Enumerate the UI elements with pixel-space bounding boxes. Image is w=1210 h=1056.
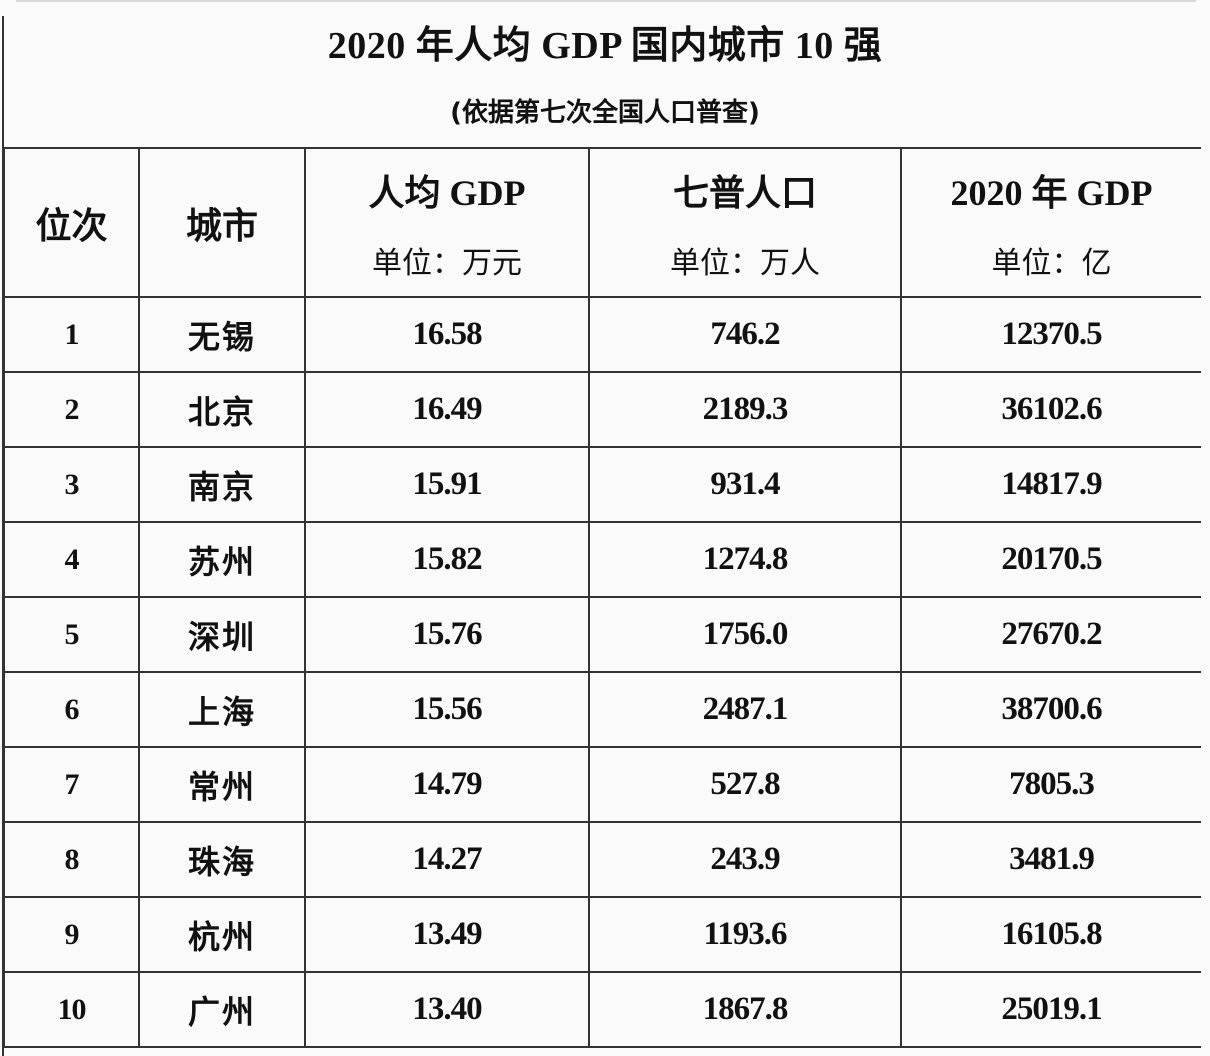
- cell-city: 珠海: [138, 821, 305, 897]
- cell-gdp-total: 38700.6: [900, 671, 1201, 747]
- table-row: 3 南京 15.91 931.4 14817.9: [3, 446, 1201, 522]
- cell-rank: 8: [3, 821, 139, 897]
- cell-rank: 9: [3, 896, 139, 972]
- cell-city: 南京: [138, 446, 305, 522]
- cell-population: 1867.8: [588, 971, 901, 1048]
- cell-population: 1274.8: [588, 521, 901, 597]
- cell-city: 上海: [138, 671, 305, 747]
- cell-rank: 3: [3, 446, 139, 522]
- cell-rank: 6: [3, 671, 139, 747]
- cell-population: 1756.0: [588, 596, 901, 672]
- header-rank-label: 位次: [35, 205, 108, 247]
- cell-gdp-total: 27670.2: [900, 596, 1201, 672]
- header-city-label: 城市: [185, 205, 258, 247]
- cell-city: 无锡: [138, 296, 305, 372]
- cell-gdp-per-capita: 15.82: [304, 521, 589, 597]
- top-edge-line: [16, 0, 1196, 2]
- cell-rank: 4: [3, 521, 139, 597]
- cell-city: 广州: [138, 971, 305, 1048]
- cell-gdp-total: 12370.5: [900, 296, 1201, 372]
- header-gdp-total-unit: 单位：亿: [991, 245, 1112, 281]
- cell-city: 深圳: [138, 596, 305, 672]
- cell-city: 常州: [138, 746, 305, 822]
- table-row: 8 珠海 14.27 243.9 3481.9: [3, 821, 1201, 897]
- cell-population: 527.8: [588, 746, 901, 822]
- cell-gdp-per-capita: 16.58: [304, 296, 589, 372]
- cell-gdp-total: 16105.8: [900, 896, 1201, 972]
- cell-gdp-total: 14817.9: [900, 446, 1201, 522]
- cell-gdp-per-capita: 14.27: [304, 821, 589, 897]
- table-row: 2 北京 16.49 2189.3 36102.6: [3, 371, 1201, 447]
- cell-population: 2487.1: [588, 671, 901, 747]
- table-row: 10 广州 13.40 1867.8 25019.1: [3, 971, 1201, 1048]
- header-gdp-per-capita-label: 人均 GDP: [368, 172, 526, 213]
- cell-gdp-per-capita: 14.79: [304, 746, 589, 822]
- cell-city: 北京: [138, 371, 305, 447]
- cell-city: 苏州: [138, 521, 305, 597]
- cell-population: 746.2: [588, 296, 901, 372]
- header-gdp-per-capita: 人均 GDP 单位：万元: [304, 147, 589, 297]
- cell-rank: 2: [3, 371, 139, 447]
- cell-gdp-per-capita: 16.49: [304, 371, 589, 447]
- cell-population: 1193.6: [588, 896, 901, 972]
- table-row: 1 无锡 16.58 746.2 12370.5: [3, 296, 1201, 372]
- table-row: 6 上海 15.56 2487.1 38700.6: [3, 671, 1201, 747]
- table-row: 5 深圳 15.76 1756.0 27670.2: [3, 596, 1201, 672]
- header-population: 七普人口 单位：万人: [588, 147, 901, 297]
- cell-population: 243.9: [588, 821, 901, 897]
- cell-gdp-total: 20170.5: [900, 521, 1201, 597]
- header-gdp-total-label: 2020 年 GDP: [950, 172, 1153, 213]
- header-rank: 位次: [3, 147, 139, 297]
- cell-gdp-per-capita: 15.91: [304, 446, 589, 522]
- cell-gdp-total: 7805.3: [900, 746, 1201, 822]
- cell-rank: 10: [3, 971, 139, 1048]
- left-border-rule: [2, 16, 4, 1056]
- cell-gdp-total: 3481.9: [900, 821, 1201, 897]
- document-subtitle: (依据第七次全国人口普查): [450, 98, 760, 128]
- cell-gdp-per-capita: 13.49: [304, 896, 589, 972]
- table-row: 9 杭州 13.49 1193.6 16105.8: [3, 896, 1201, 972]
- cell-city: 杭州: [138, 896, 305, 972]
- cell-gdp-total: 36102.6: [900, 371, 1201, 447]
- table-row: 4 苏州 15.82 1274.8 20170.5: [3, 521, 1201, 597]
- header-city: 城市: [138, 147, 305, 297]
- header-row: 位次 城市 人均 GDP 单位：万元 七普人口 单位：万人 2020 年 GDP…: [3, 147, 1201, 297]
- cell-rank: 5: [3, 596, 139, 672]
- cell-population: 931.4: [588, 446, 901, 522]
- document-title: 2020 年人均 GDP 国内城市 10 强: [327, 25, 883, 67]
- table-row: 7 常州 14.79 527.8 7805.3: [3, 746, 1201, 822]
- cell-gdp-total: 25019.1: [900, 971, 1201, 1048]
- cell-rank: 7: [3, 746, 139, 822]
- cell-gdp-per-capita: 15.76: [304, 596, 589, 672]
- cell-rank: 1: [3, 296, 139, 372]
- header-population-unit: 单位：万人: [670, 245, 820, 281]
- header-gdp-per-capita-unit: 单位：万元: [372, 245, 522, 281]
- header-population-label: 七普人口: [672, 172, 817, 213]
- cell-population: 2189.3: [588, 371, 901, 447]
- cell-gdp-per-capita: 13.40: [304, 971, 589, 1048]
- cell-gdp-per-capita: 15.56: [304, 671, 589, 747]
- gdp-ranking-table: 位次 城市 人均 GDP 单位：万元 七普人口 单位：万人 2020 年 GDP…: [3, 147, 1201, 1048]
- header-gdp-total: 2020 年 GDP 单位：亿: [900, 147, 1201, 297]
